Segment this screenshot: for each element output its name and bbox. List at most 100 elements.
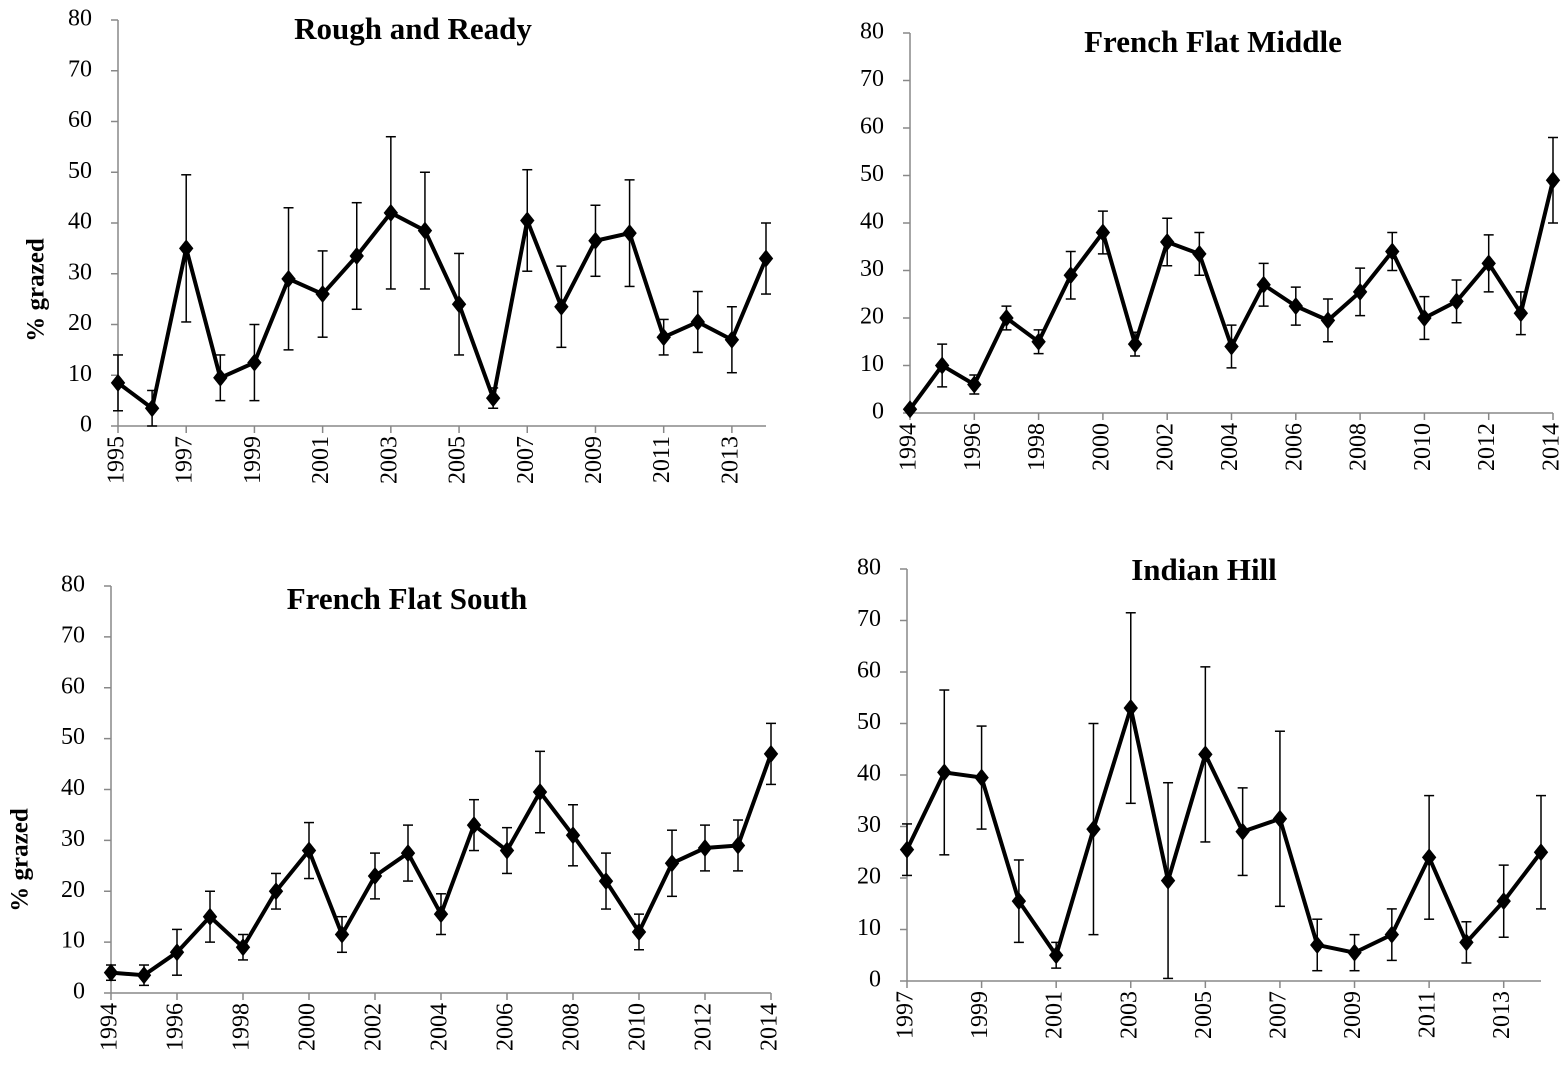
x-tick-label: 1997 <box>172 436 198 484</box>
marker <box>1192 244 1207 263</box>
x-tick-label: 2002 <box>1153 423 1179 471</box>
marker <box>301 841 317 860</box>
marker <box>268 882 284 901</box>
x-tick-label: 2009 <box>581 436 607 484</box>
y-tick-label: 0 <box>80 412 92 438</box>
marker <box>349 246 364 265</box>
marker <box>1449 292 1464 311</box>
chart-title: Indian Hill <box>1131 552 1277 587</box>
marker <box>1160 233 1175 251</box>
x-tick-label: 2002 <box>361 1003 387 1051</box>
marker <box>433 905 449 924</box>
marker <box>1385 242 1400 261</box>
x-tick-label: 2014 <box>1539 423 1565 471</box>
y-tick-label: 30 <box>61 826 85 852</box>
marker <box>1198 745 1213 764</box>
marker <box>1384 925 1400 944</box>
marker <box>1256 275 1271 294</box>
x-tick-label: 2007 <box>513 436 539 484</box>
marker <box>934 356 950 375</box>
x-tick-label: 2012 <box>1474 423 1500 471</box>
marker <box>281 269 296 288</box>
marker <box>103 963 119 982</box>
y-tick-label: 20 <box>860 304 884 330</box>
x-tick-label: 2010 <box>1410 423 1436 471</box>
y-tick-label: 20 <box>68 310 92 336</box>
marker <box>1481 254 1496 273</box>
marker <box>144 399 160 418</box>
marker <box>565 826 581 845</box>
y-tick-label: 40 <box>68 209 92 235</box>
marker <box>383 203 399 222</box>
marker <box>1086 820 1101 839</box>
x-tick-label: 1999 <box>240 436 266 484</box>
marker <box>1459 933 1474 952</box>
x-tick-label: 1996 <box>163 1003 189 1051</box>
y-axis-label: % grazed <box>23 238 50 342</box>
y-tick-label: 70 <box>860 66 884 92</box>
marker <box>1160 871 1176 890</box>
y-tick-label: 30 <box>68 259 92 285</box>
marker <box>631 922 647 941</box>
y-tick-label: 80 <box>857 555 881 581</box>
marker <box>532 783 548 802</box>
x-tick-label: 2006 <box>1281 423 1307 471</box>
x-tick-label: 2003 <box>1116 991 1142 1039</box>
marker <box>1123 699 1138 718</box>
marker <box>697 839 713 858</box>
marker <box>1417 309 1432 327</box>
x-tick-label: 1996 <box>960 423 986 471</box>
x-tick-label: 2001 <box>308 436 334 484</box>
marker <box>1235 822 1250 841</box>
marker <box>1288 297 1303 316</box>
marker <box>763 744 779 763</box>
marker <box>1347 943 1362 962</box>
marker <box>899 840 915 859</box>
marker <box>967 375 982 394</box>
marker <box>499 841 515 860</box>
x-tick-label: 2004 <box>1217 423 1243 471</box>
y-tick-label: 30 <box>857 812 881 838</box>
x-tick-label: 1997 <box>893 991 919 1039</box>
x-tick-label: 2009 <box>1340 991 1366 1039</box>
y-tick-label: 0 <box>869 967 881 993</box>
y-tick-label: 80 <box>61 572 85 598</box>
marker <box>690 312 705 331</box>
y-tick-label: 0 <box>872 399 884 425</box>
x-tick-label: 2006 <box>493 1003 519 1051</box>
marker <box>179 239 194 258</box>
data-line <box>905 700 1543 960</box>
y-tick-label: 80 <box>68 6 92 32</box>
y-tick-label: 50 <box>68 158 92 184</box>
marker <box>213 368 228 387</box>
y-tick-label: 10 <box>61 928 85 954</box>
marker <box>588 231 603 250</box>
marker <box>1513 304 1529 323</box>
x-tick-label: 2001 <box>1042 991 1068 1039</box>
x-tick-label: 2013 <box>717 436 743 484</box>
y-tick-label: 50 <box>61 724 85 750</box>
y-tick-label: 0 <box>73 979 85 1005</box>
x-tick-label: 2008 <box>1346 423 1372 471</box>
marker <box>417 221 433 240</box>
x-tick-label: 2005 <box>445 436 471 484</box>
marker <box>656 328 671 347</box>
y-tick-label: 50 <box>860 161 884 187</box>
marker <box>598 872 614 891</box>
marker <box>485 389 501 408</box>
marker <box>334 925 350 944</box>
x-tick-label: 2000 <box>1088 423 1114 471</box>
x-tick-label: 1998 <box>1024 423 1050 471</box>
marker <box>902 400 918 419</box>
y-tick-label: 30 <box>860 256 884 282</box>
marker <box>1224 337 1239 356</box>
marker <box>724 330 740 349</box>
marker <box>136 966 152 985</box>
y-tick-label: 70 <box>857 606 881 632</box>
marker <box>1031 332 1046 351</box>
x-tick-label: 2014 <box>757 1003 783 1051</box>
y-tick-label: 60 <box>860 114 884 140</box>
x-tick-label: 1998 <box>229 1003 255 1051</box>
marker <box>1545 171 1561 190</box>
marker <box>1496 892 1511 911</box>
